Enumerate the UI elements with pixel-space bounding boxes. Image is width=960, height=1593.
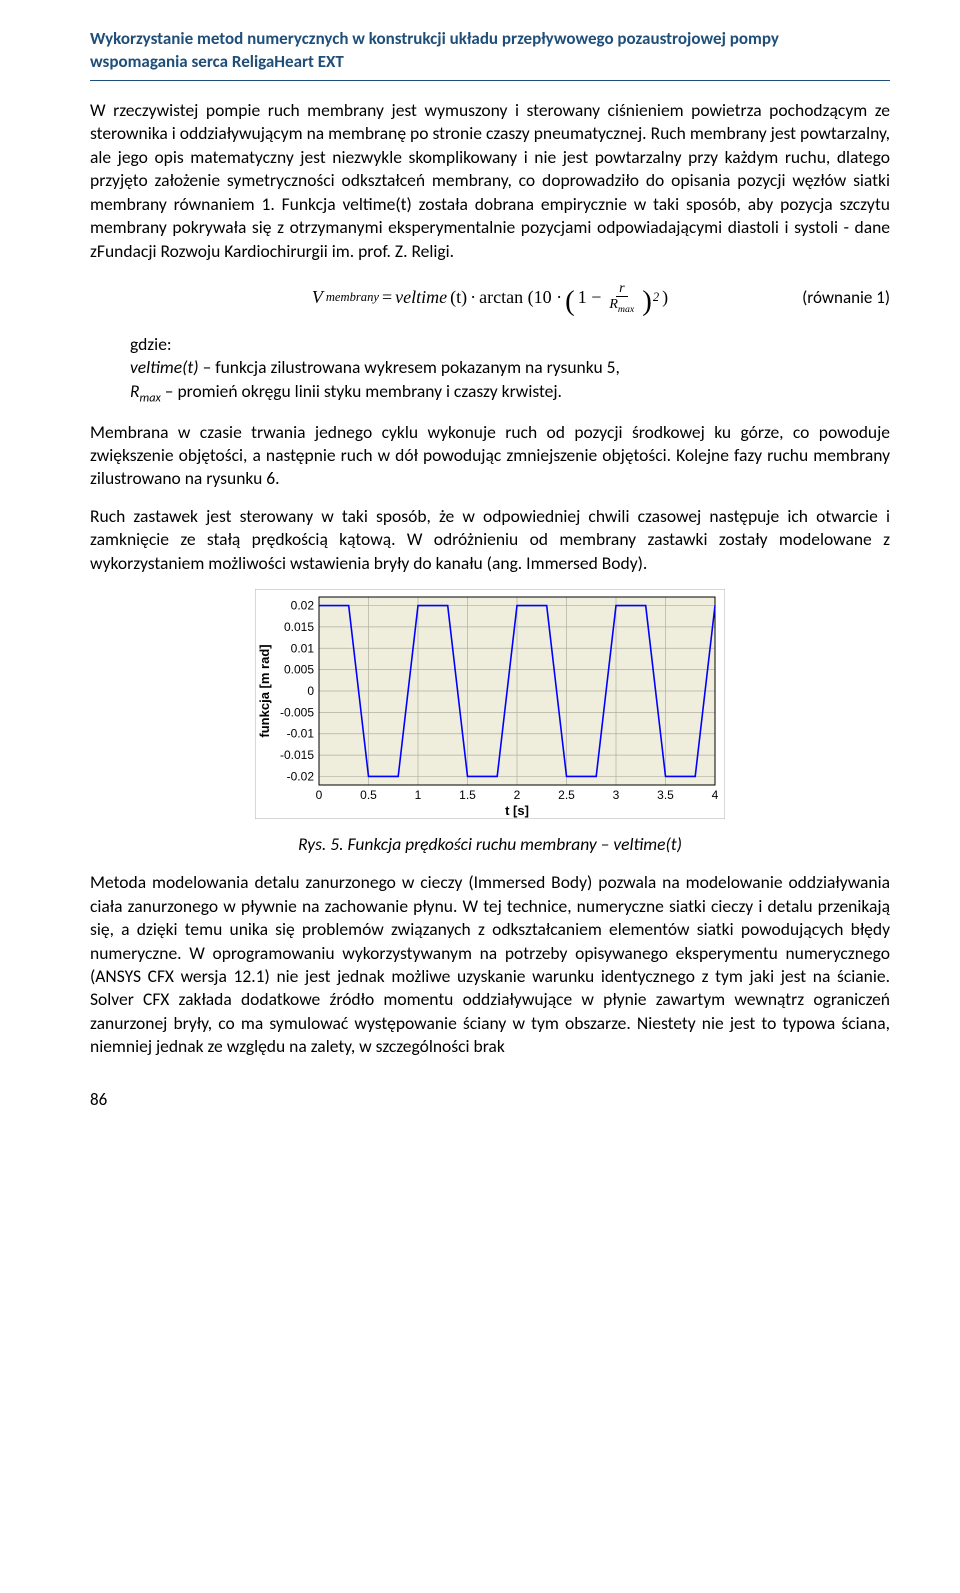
veltime-chart-svg: 0 0.5 1 1.5 2 2.5 3 3.5 4 -0.02 -0.015 -0.01 -0.005 0… — [255, 589, 725, 819]
eq-arctan: arctan (10 · — [479, 287, 562, 308]
eq-dot1: · — [470, 287, 476, 308]
figure-5-chart: 0 0.5 1 1.5 2 2.5 3 3.5 4 -0.02 -0.015 -0.01 -0.005 0… — [90, 589, 890, 819]
eq-one-minus: 1 − — [578, 287, 602, 308]
eq-lhs-sub: membrany — [326, 290, 379, 305]
where-block: gdzie: veltime(t) – funkcja zilustrowana… — [130, 333, 890, 407]
svg-text:3: 3 — [613, 788, 620, 802]
svg-text:1.5: 1.5 — [459, 788, 476, 802]
where-l2-sub: max — [140, 390, 161, 405]
eq-arg: (t) — [450, 287, 467, 308]
header-line2: wspomagania serca ReligaHeart EXT — [90, 51, 344, 72]
svg-text:0.01: 0.01 — [291, 641, 315, 655]
svg-text:4: 4 — [712, 788, 719, 802]
equation-label: (równanie 1) — [802, 287, 890, 308]
eq-lhs-var: V — [312, 287, 323, 308]
svg-text:0.005: 0.005 — [284, 663, 314, 677]
equation-1: Vmembrany = veltime(t) · arctan (10 · ( … — [90, 281, 890, 315]
svg-text:0.5: 0.5 — [360, 788, 377, 802]
eq-frac-num: r — [616, 281, 627, 297]
svg-text:-0.02: -0.02 — [287, 770, 315, 784]
svg-text:0: 0 — [316, 788, 323, 802]
svg-text:funkcja [m rad]: funkcja [m rad] — [257, 645, 272, 738]
eq-frac-den-var: R — [609, 296, 618, 312]
svg-text:1: 1 — [415, 788, 422, 802]
header-line1: Wykorzystanie metod numerycznych w konst… — [90, 28, 779, 49]
svg-text:2.5: 2.5 — [558, 788, 575, 802]
svg-text:0.02: 0.02 — [291, 599, 315, 613]
svg-text:0: 0 — [307, 684, 314, 698]
where-l1-desc: – funkcja zilustrowana wykresem pokazany… — [199, 356, 620, 378]
svg-text:-0.015: -0.015 — [280, 748, 314, 762]
eq-fraction: r Rmax — [606, 281, 637, 315]
figure-5-caption: Rys. 5. Funkcja prędkości ruchu membrany… — [90, 833, 890, 855]
page-number: 86 — [90, 1089, 890, 1110]
svg-text:2: 2 — [514, 788, 521, 802]
where-l2-var: R — [130, 380, 140, 402]
svg-text:3.5: 3.5 — [657, 788, 674, 802]
eq-power: 2 — [653, 290, 659, 305]
svg-text:-0.01: -0.01 — [287, 727, 315, 741]
paragraph-1: W rzeczywistej pompie ruch membrany jest… — [90, 99, 890, 263]
where-l1-term: veltime(t) — [130, 356, 199, 378]
paragraph-4: Metoda modelowania detalu zanurzonego w … — [90, 871, 890, 1059]
page-header: Wykorzystanie metod numerycznych w konst… — [90, 28, 890, 81]
svg-text:0.015: 0.015 — [284, 620, 314, 634]
svg-text:t [s]: t [s] — [505, 803, 529, 818]
eq-close: ) — [662, 287, 668, 308]
eq-frac-den-sub: max — [618, 303, 634, 314]
where-l2-desc: – promień okręgu linii styku membrany i … — [161, 380, 562, 402]
svg-text:-0.005: -0.005 — [280, 706, 314, 720]
paragraph-3: Ruch zastawek jest sterowany w taki spos… — [90, 505, 890, 575]
paragraph-2: Membrana w czasie trwania jednego cyklu … — [90, 421, 890, 491]
eq-equals: = — [382, 287, 392, 308]
eq-func: veltime — [395, 287, 447, 308]
where-title: gdzie: — [130, 333, 890, 356]
